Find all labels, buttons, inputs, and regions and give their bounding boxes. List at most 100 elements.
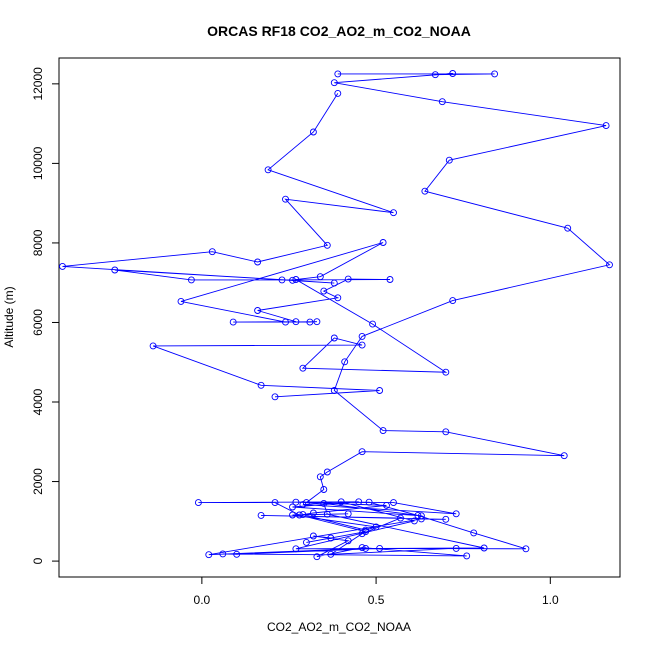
data-point xyxy=(376,387,384,394)
data-point xyxy=(358,448,366,456)
plot-frame xyxy=(58,57,621,578)
data-point xyxy=(323,510,331,518)
data-point xyxy=(358,341,366,349)
data-point xyxy=(289,511,296,519)
data-point xyxy=(219,550,227,558)
data-point xyxy=(289,503,296,511)
data-point xyxy=(320,486,328,493)
data-point xyxy=(316,473,324,481)
data-point xyxy=(320,499,328,507)
data-point xyxy=(306,318,314,326)
data-point xyxy=(397,514,404,522)
x-tick-label: 0.5 xyxy=(368,593,385,607)
data-point xyxy=(358,544,366,552)
data-point xyxy=(330,279,338,287)
y-axis: 0 2000 4000 6000 8000 10000 12000 xyxy=(31,67,59,564)
data-point xyxy=(445,156,453,164)
data-point xyxy=(564,224,572,232)
data-point xyxy=(522,545,530,553)
data-point xyxy=(442,368,450,376)
data-point xyxy=(299,501,307,509)
data-point xyxy=(295,511,303,519)
data-point xyxy=(292,545,300,553)
y-tick-label: 8000 xyxy=(31,229,45,256)
data-point xyxy=(414,511,422,519)
x-tick-label: 1.0 xyxy=(542,593,559,607)
data-point xyxy=(313,318,321,326)
data-point xyxy=(372,523,380,531)
y-tick-label: 12000 xyxy=(31,67,45,101)
data-point xyxy=(431,71,439,79)
data-point xyxy=(309,509,317,517)
data-point xyxy=(390,499,397,507)
data-point xyxy=(334,70,342,78)
series-line xyxy=(62,93,448,398)
data-point xyxy=(327,550,335,558)
data-point xyxy=(606,261,613,269)
data-point xyxy=(271,393,279,401)
y-tick-label: 4000 xyxy=(31,388,45,415)
data-point xyxy=(334,89,342,97)
data-point xyxy=(257,511,265,519)
data-point xyxy=(463,552,471,560)
data-point xyxy=(282,318,289,326)
data-point xyxy=(438,98,446,106)
data-point xyxy=(337,498,345,506)
data-point xyxy=(383,501,390,509)
data-point xyxy=(208,248,216,256)
data-point xyxy=(309,128,317,136)
data-point xyxy=(386,276,394,283)
data-point xyxy=(560,452,568,460)
data-point xyxy=(316,273,324,281)
data-point xyxy=(299,364,307,372)
data-point xyxy=(442,515,450,523)
data-point xyxy=(233,550,241,558)
x-tick-label: 0.0 xyxy=(194,593,211,607)
y-axis-label: Altitude (m) xyxy=(2,286,16,347)
data-point xyxy=(344,275,352,283)
data-point xyxy=(299,511,307,519)
chart-title: ORCAS RF18 CO2_AO2_m_CO2_NOAA xyxy=(207,23,471,39)
data-point xyxy=(278,276,286,284)
data-point xyxy=(365,498,373,506)
data-point xyxy=(480,544,488,552)
data-point xyxy=(323,241,331,249)
data-point xyxy=(187,276,195,284)
y-tick-label: 0 xyxy=(31,557,45,564)
data-point xyxy=(111,266,119,274)
data-point xyxy=(334,294,342,302)
data-point xyxy=(390,209,397,217)
data-point xyxy=(292,318,300,326)
series-line xyxy=(198,73,611,558)
data-point xyxy=(410,517,418,525)
data-point xyxy=(292,276,300,283)
data-point xyxy=(355,498,363,506)
data-point xyxy=(257,381,265,389)
data-point xyxy=(271,499,279,507)
data-point xyxy=(254,307,262,314)
data-point xyxy=(442,428,450,436)
data-point xyxy=(376,544,384,552)
y-tick-label: 2000 xyxy=(31,468,45,495)
data-point xyxy=(309,532,317,540)
data-point xyxy=(449,70,457,77)
data-point xyxy=(289,276,296,284)
data-point xyxy=(449,297,457,305)
data-point xyxy=(292,498,300,506)
data-point xyxy=(452,510,460,518)
data-point xyxy=(358,332,366,340)
data-point xyxy=(323,468,331,476)
data-point xyxy=(302,538,310,546)
data-point xyxy=(358,530,366,538)
data-point xyxy=(320,287,328,295)
data-point xyxy=(379,427,387,435)
data-point xyxy=(417,515,425,523)
data-point xyxy=(177,297,185,305)
data-point xyxy=(362,526,370,534)
data-point xyxy=(369,320,377,328)
data-point xyxy=(313,553,321,561)
data-point xyxy=(344,537,352,545)
x-axis-label: CO2_AO2_m_CO2_NOAA xyxy=(267,620,411,634)
data-point xyxy=(417,512,425,520)
